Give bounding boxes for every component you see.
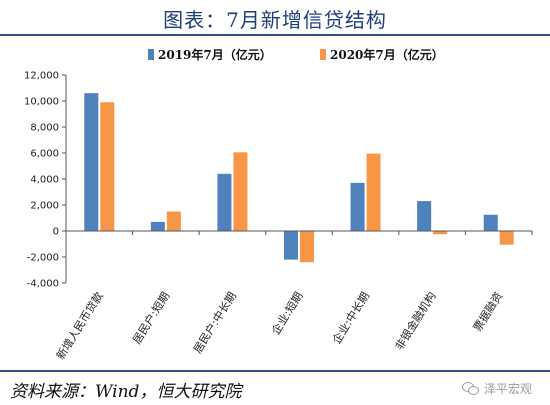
bar-2020-2 <box>233 152 248 231</box>
bar-chart: 2019年7月（亿元） 2020年7月（亿元） 12,000 10,000 8,000… <box>24 47 533 362</box>
watermark: 泽平宏观 <box>461 380 532 397</box>
y-tick-label: 4,000 <box>30 175 59 186</box>
bar-2019-2 <box>217 173 232 231</box>
bar-2020-3 <box>300 231 314 263</box>
y-tick-label: 2,000 <box>30 201 59 212</box>
x-category-label: 居民户:短期 <box>129 289 172 346</box>
bar-2020-4 <box>366 153 381 231</box>
bar-2020-0 <box>100 102 115 231</box>
bar-2020-6 <box>499 231 514 245</box>
legend-label-1: 2020年7月（亿元） <box>330 47 444 62</box>
x-category-label: 企业:中长期 <box>329 289 372 346</box>
title-bar: 图表：7月新增信贷结构 <box>0 0 550 36</box>
legend-label-0: 2019年7月（亿元） <box>158 47 272 62</box>
legend-swatch-1 <box>320 49 326 60</box>
y-tick-label: 10,000 <box>24 97 59 108</box>
y-tick-label: 12,000 <box>24 71 59 82</box>
bar-2020-5 <box>433 231 448 235</box>
x-category-label: 企业:短期 <box>268 289 305 337</box>
bar-2020-1 <box>166 211 181 231</box>
y-tick-label: -4,000 <box>27 279 59 290</box>
x-category-label: 票据融资 <box>470 289 505 334</box>
y-tick-label: 8,000 <box>30 123 59 134</box>
bar-2019-4 <box>350 182 365 231</box>
legend-swatch-0 <box>148 49 154 60</box>
y-tick-label: 6,000 <box>30 149 59 160</box>
y-tick-label: -2,000 <box>27 253 59 264</box>
x-category-label: 新增人民币贷款 <box>53 289 106 362</box>
bar-2019-1 <box>150 221 165 231</box>
x-category-label: 非银金融机构 <box>392 289 439 352</box>
source-bar: 资料来源：Wind，恒大研究院 泽平宏观 <box>0 370 550 405</box>
bar-2019-6 <box>483 214 498 231</box>
bar-2019-3 <box>284 231 298 260</box>
bar-2019-0 <box>84 93 99 231</box>
source-text: 资料来源：Wind，恒大研究院 <box>10 382 242 402</box>
page-title: 图表：7月新增信贷结构 <box>163 8 387 32</box>
bar-2019-5 <box>417 201 432 231</box>
bars <box>84 93 514 263</box>
y-tick-label: 0 <box>53 227 59 238</box>
y-axis: 12,000 10,000 8,000 6,000 4,000 2,000 0 -2,000 -… <box>24 71 67 290</box>
wechat-icon <box>461 381 480 396</box>
watermark-text: 泽平宏观 <box>483 382 532 396</box>
x-category-label: 居民户:中长期 <box>190 289 239 356</box>
legend: 2019年7月（亿元） 2020年7月（亿元） <box>148 47 444 62</box>
